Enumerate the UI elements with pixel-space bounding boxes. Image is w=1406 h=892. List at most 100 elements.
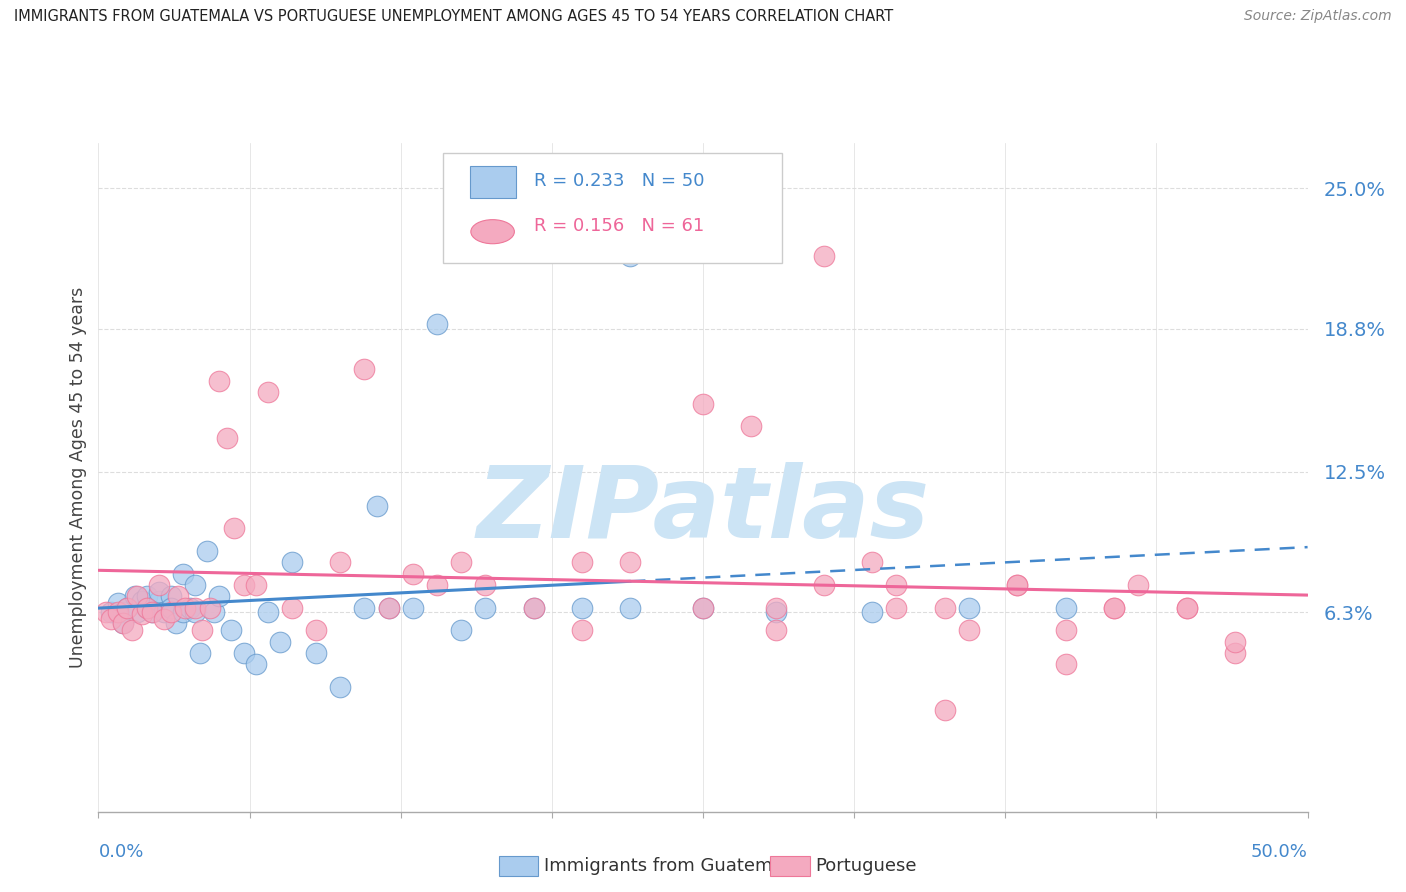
Text: 0.0%: 0.0% [98,843,143,861]
Point [174,600,197,615]
Point [281,600,304,615]
Point [619,249,641,263]
Point [353,600,375,615]
Point [100,612,122,626]
Point [148,594,170,608]
Point [765,624,787,638]
Point [184,605,207,619]
Point [765,600,787,615]
Point [1054,600,1077,615]
Point [305,624,328,638]
Point [329,555,352,569]
Point [1007,578,1029,592]
Point [111,605,134,619]
Point [127,605,149,619]
Point [160,605,183,619]
Point [232,646,254,660]
Point [100,605,122,619]
Circle shape [471,219,515,244]
Point [426,578,449,592]
Point [195,544,218,558]
Point [957,624,980,638]
Point [221,624,243,638]
Text: Immigrants from Guatemala: Immigrants from Guatemala [544,857,800,875]
Point [208,374,231,388]
Point [813,249,835,263]
FancyBboxPatch shape [470,166,516,198]
Point [1223,634,1246,648]
Point [222,521,245,535]
Point [172,566,194,581]
Point [215,431,238,445]
Point [740,419,762,434]
Text: R = 0.233   N = 50: R = 0.233 N = 50 [534,172,704,190]
Point [571,555,593,569]
Y-axis label: Unemployment Among Ages 45 to 54 years: Unemployment Among Ages 45 to 54 years [69,286,87,668]
Point [179,600,201,615]
Point [152,612,174,626]
Text: Source: ZipAtlas.com: Source: ZipAtlas.com [1244,9,1392,23]
Text: 50.0%: 50.0% [1251,843,1308,861]
FancyBboxPatch shape [443,153,782,263]
Point [571,624,593,638]
Point [117,600,139,615]
Text: Portuguese: Portuguese [815,857,917,875]
Point [167,589,190,603]
Point [692,600,714,615]
Point [402,566,425,581]
Point [208,589,231,603]
Point [127,589,149,603]
Point [1054,624,1077,638]
Point [523,600,546,615]
Point [886,578,908,592]
Point [957,600,980,615]
Point [377,600,399,615]
Point [1128,578,1150,592]
Point [124,589,146,603]
Point [204,605,226,619]
Point [886,600,908,615]
Point [450,555,472,569]
Point [934,703,956,717]
Point [160,600,183,615]
Text: ZIPatlas: ZIPatlas [477,462,929,559]
Point [450,624,472,638]
Point [184,600,207,615]
Text: R = 0.156   N = 61: R = 0.156 N = 61 [534,218,704,235]
Point [692,600,714,615]
Point [1175,600,1198,615]
Point [377,600,399,615]
Text: IMMIGRANTS FROM GUATEMALA VS PORTUGUESE UNEMPLOYMENT AMONG AGES 45 TO 54 YEARS C: IMMIGRANTS FROM GUATEMALA VS PORTUGUESE … [14,9,893,24]
Point [111,616,134,631]
Point [474,600,496,615]
Point [172,605,194,619]
Point [184,578,207,592]
Point [160,589,183,603]
Point [474,578,496,592]
Point [1054,657,1077,672]
Point [1007,578,1029,592]
Point [232,578,254,592]
Point [329,680,352,694]
Point [692,396,714,410]
Point [619,600,641,615]
Point [165,616,187,631]
Point [256,385,278,400]
Point [860,555,883,569]
Point [269,634,291,648]
Point [245,657,267,672]
Point [148,584,170,599]
Point [765,605,787,619]
Point [402,600,425,615]
Point [1102,600,1125,615]
Point [1175,600,1198,615]
Point [1102,600,1125,615]
Point [353,362,375,376]
Point [426,317,449,331]
Point [813,578,835,592]
Point [111,616,134,631]
Point [619,555,641,569]
Point [523,600,546,615]
Point [135,600,157,615]
Point [934,600,956,615]
